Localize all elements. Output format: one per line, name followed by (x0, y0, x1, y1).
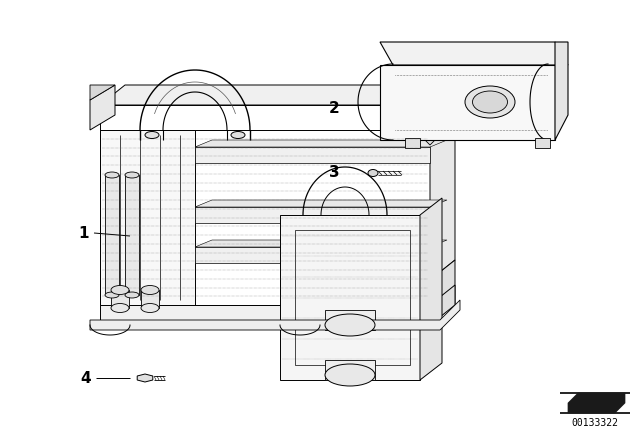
Polygon shape (100, 305, 430, 325)
Polygon shape (111, 290, 129, 308)
Polygon shape (535, 138, 550, 148)
Polygon shape (555, 42, 568, 140)
Ellipse shape (145, 132, 159, 138)
Polygon shape (280, 215, 420, 380)
Ellipse shape (111, 303, 129, 313)
Polygon shape (195, 247, 430, 263)
Ellipse shape (368, 169, 378, 177)
Polygon shape (195, 240, 447, 247)
Polygon shape (100, 105, 430, 130)
Polygon shape (430, 285, 455, 325)
Polygon shape (195, 140, 447, 147)
Polygon shape (125, 175, 139, 295)
Polygon shape (195, 207, 430, 223)
Polygon shape (141, 290, 159, 308)
Text: 2: 2 (328, 100, 339, 116)
Polygon shape (325, 310, 375, 330)
Polygon shape (90, 85, 115, 100)
Ellipse shape (111, 285, 129, 294)
Polygon shape (100, 85, 455, 105)
Polygon shape (325, 360, 375, 380)
Polygon shape (405, 138, 420, 148)
Polygon shape (195, 147, 430, 163)
Text: 1: 1 (79, 225, 89, 241)
Ellipse shape (141, 303, 159, 313)
Ellipse shape (105, 172, 119, 178)
Polygon shape (137, 374, 153, 382)
Ellipse shape (141, 285, 159, 294)
Ellipse shape (472, 91, 508, 113)
Ellipse shape (125, 172, 139, 178)
Polygon shape (415, 110, 455, 145)
Polygon shape (380, 42, 568, 65)
Polygon shape (420, 198, 442, 380)
Ellipse shape (325, 364, 375, 386)
Polygon shape (380, 65, 555, 140)
Ellipse shape (465, 86, 515, 118)
Polygon shape (100, 130, 195, 305)
Text: 4: 4 (81, 370, 91, 385)
Ellipse shape (105, 292, 119, 298)
Ellipse shape (325, 314, 375, 336)
Polygon shape (568, 393, 625, 413)
Polygon shape (100, 130, 430, 305)
Polygon shape (90, 85, 115, 130)
Text: 3: 3 (329, 164, 339, 180)
Ellipse shape (125, 292, 139, 298)
Polygon shape (195, 200, 447, 207)
Polygon shape (90, 300, 460, 330)
Text: 00133322: 00133322 (572, 418, 618, 428)
Polygon shape (430, 85, 455, 280)
Polygon shape (105, 175, 119, 295)
Polygon shape (430, 260, 455, 305)
Ellipse shape (231, 132, 245, 138)
